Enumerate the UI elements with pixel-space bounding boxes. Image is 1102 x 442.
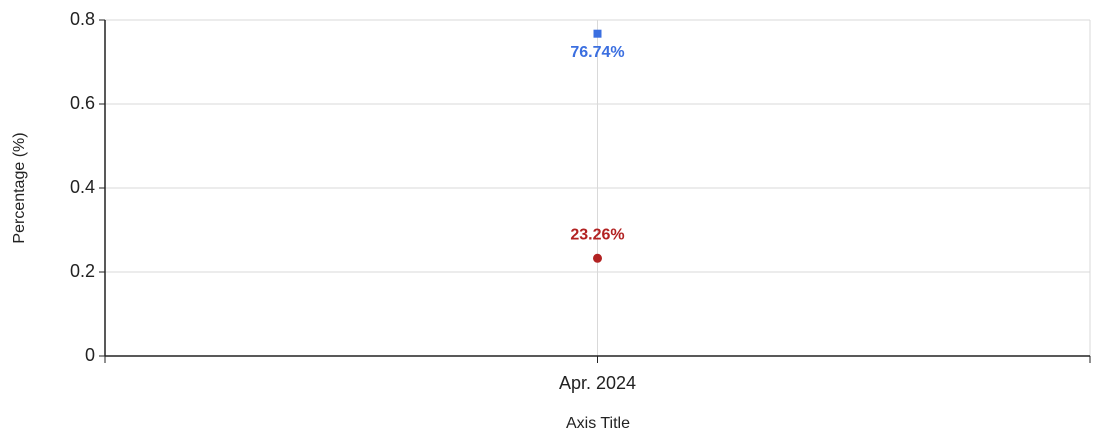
x-tick-label: Apr. 2024 [559,373,636,393]
y-axis-title: Percentage (%) [11,132,28,243]
y-tick-label: 0 [85,345,95,365]
point [593,253,602,263]
y-tick-label: 0.2 [70,261,95,281]
y-tick-label: 0.4 [70,177,95,197]
y-tick-label: 0.8 [70,9,95,29]
y-tick-label: 0.6 [70,93,95,113]
data-label: 23.26% [570,227,624,244]
point [593,29,602,38]
data-label: 76.74% [570,44,624,61]
x-axis-title: Axis Title [566,415,630,432]
